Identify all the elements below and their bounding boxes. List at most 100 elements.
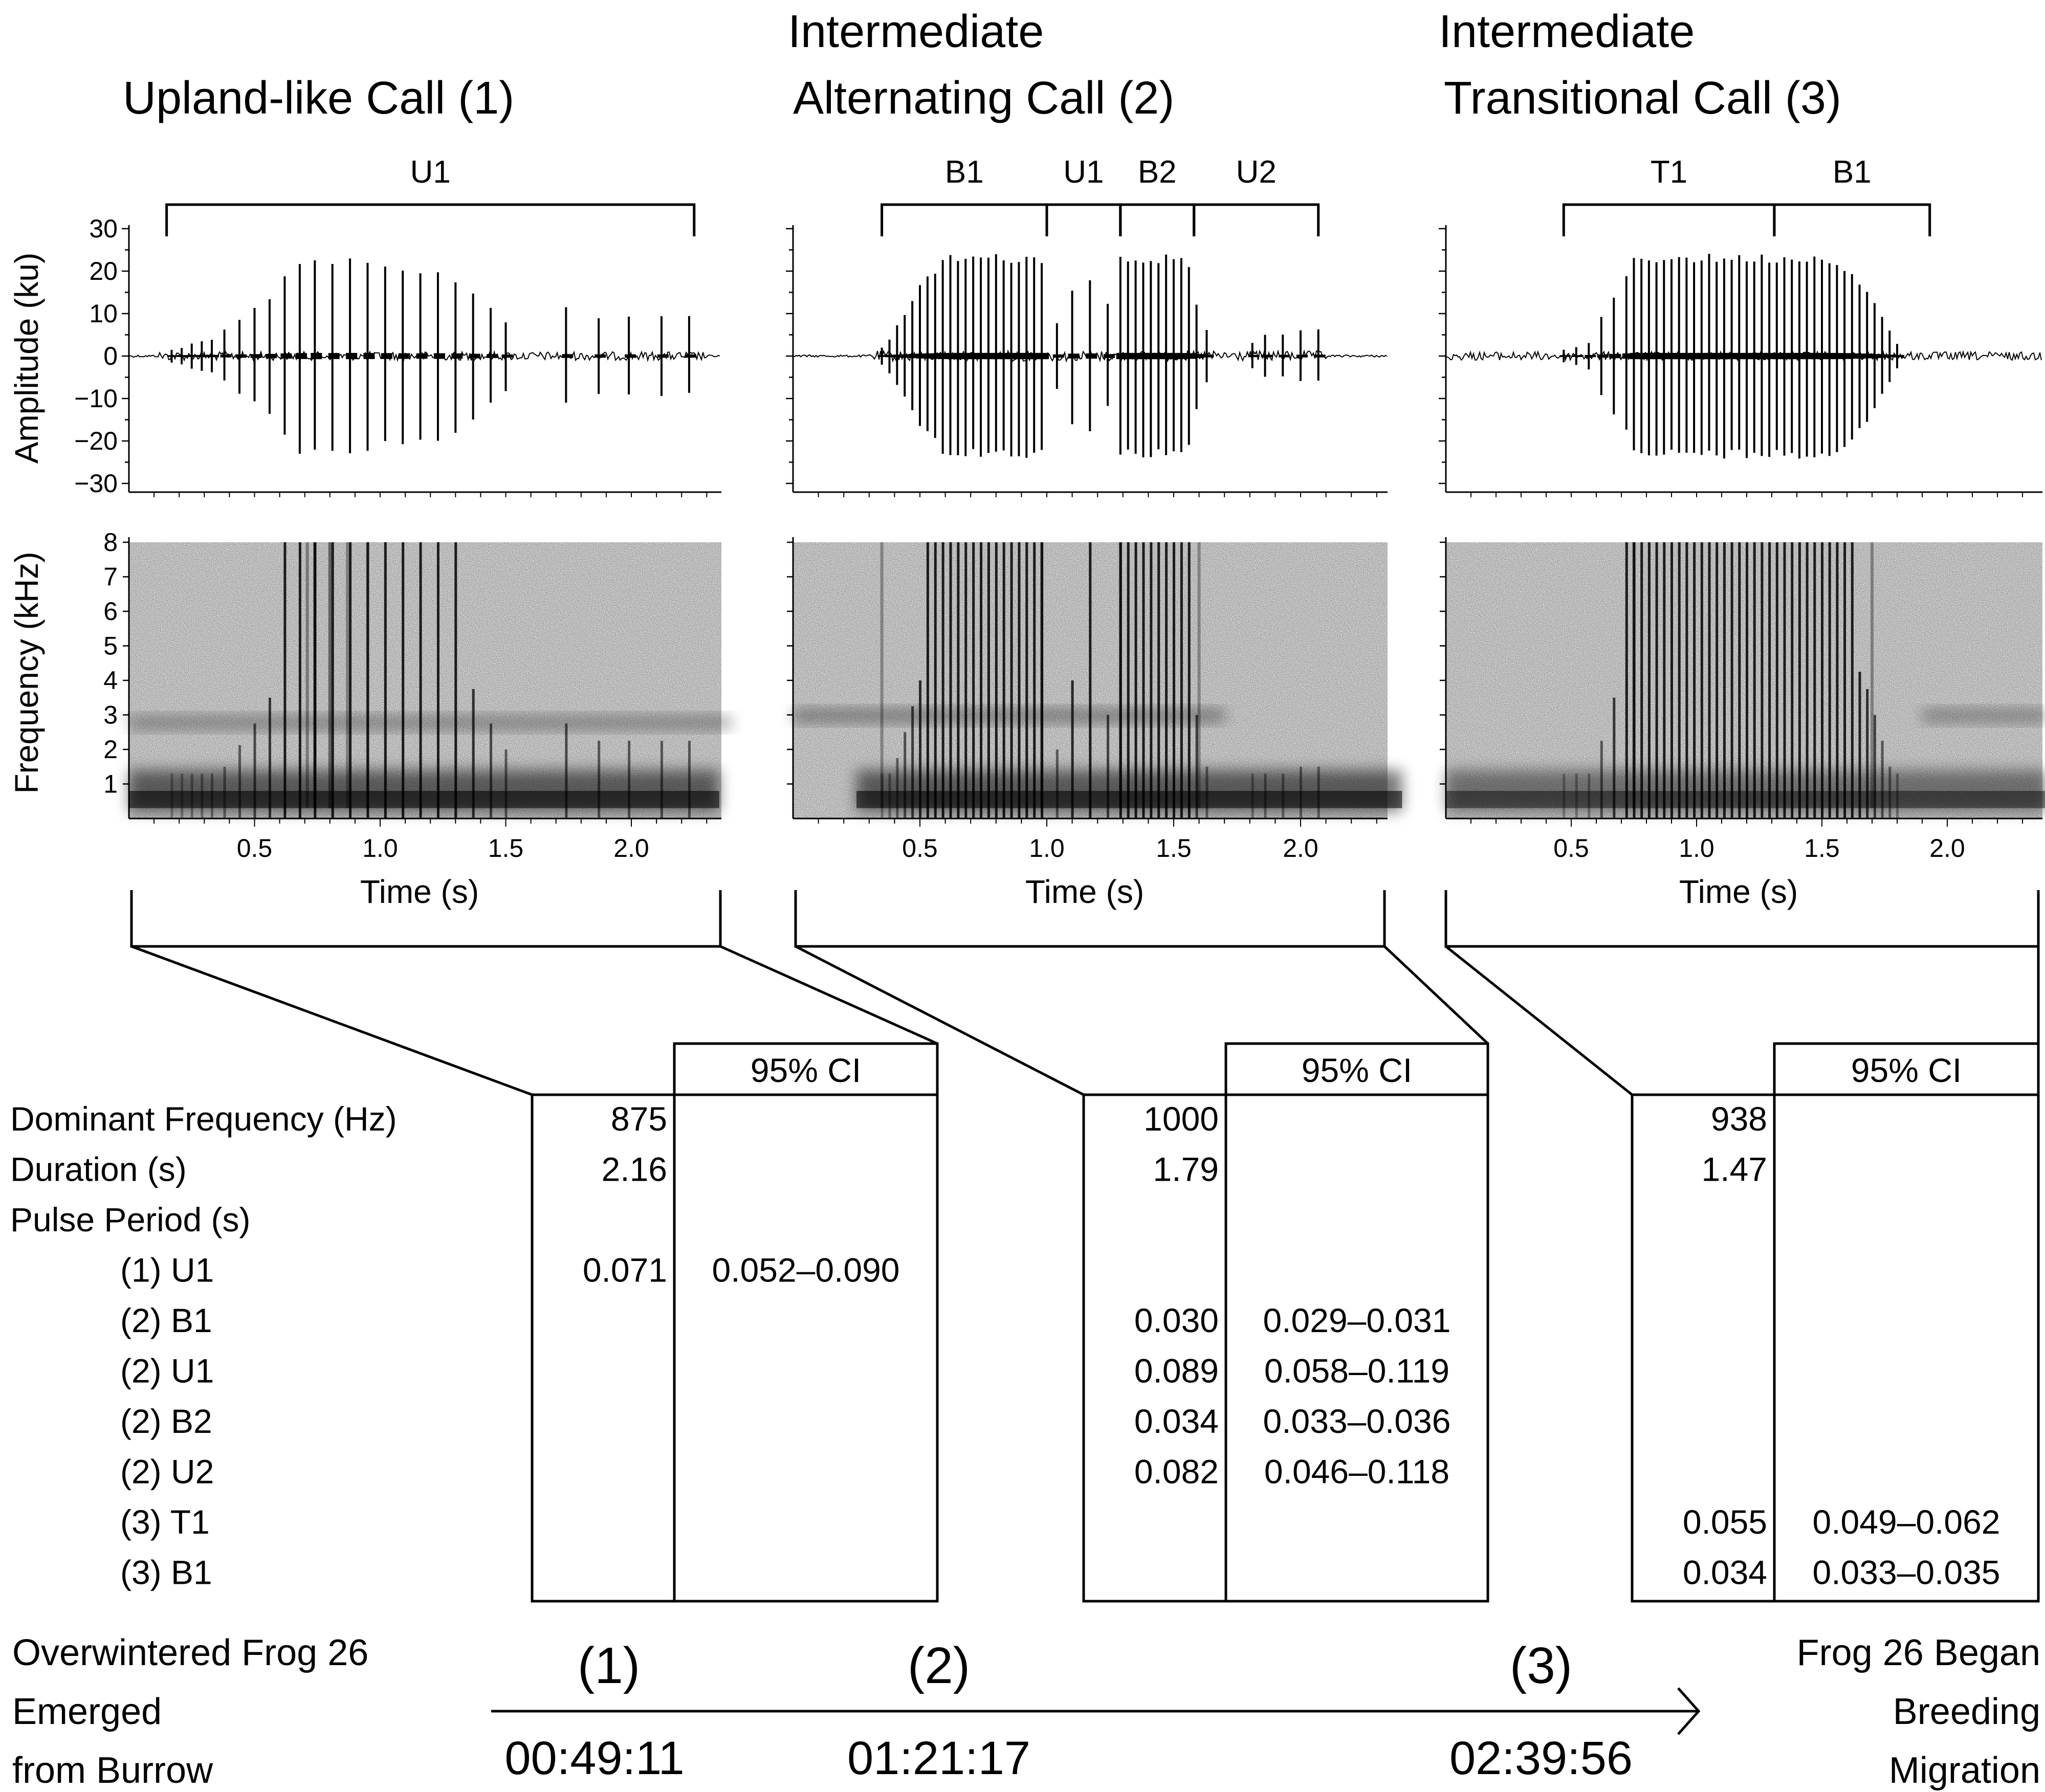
table-value: 1000: [1144, 1100, 1219, 1138]
spectrogram-pulse: [1251, 773, 1254, 818]
spectrogram-broadband-click: [1871, 542, 1874, 808]
table-value: 0.089: [1134, 1352, 1219, 1390]
stats-tables: 95% CI 875 2.16 0.071 0.052–0.090 95% CI 1000 1…: [531, 1042, 2040, 1603]
spectrogram-pulse: [1813, 542, 1816, 818]
spectrogram-broadband-click: [366, 542, 369, 808]
ci-header: 95% CI: [1302, 1051, 1412, 1089]
spectrogram-pulse: [1205, 766, 1208, 818]
table-row-labels: Dominant Frequency (Hz) Duration (s) Pulse…: [10, 1100, 397, 1591]
amplitude-tick-label: 0: [103, 342, 118, 370]
spectrogram-pulse: [1264, 773, 1267, 818]
table-ci-value: 0.046–0.118: [1264, 1453, 1449, 1491]
spectrogram-pulse: [454, 542, 457, 818]
amplitude-tick-label: −30: [74, 469, 118, 498]
spectrogram-mid-band: [129, 716, 732, 729]
table-frame: [1631, 1042, 2040, 1603]
spectrogram-pulse: [1678, 542, 1681, 818]
table-value: 938: [1711, 1100, 1767, 1138]
table-frame: [1082, 1042, 1489, 1603]
spectrogram-pulse: [211, 773, 214, 818]
spectrogram-pulse: [904, 732, 907, 818]
segment-label: B1: [1833, 154, 1872, 190]
row-label: Duration (s): [10, 1151, 187, 1188]
spectrogram-pulse: [1575, 773, 1578, 818]
spectrogram-pulse: [1300, 766, 1302, 818]
spectrogram-pulse: [1173, 542, 1175, 818]
segment-label: B2: [1138, 154, 1177, 190]
spectrogram-pulse: [1873, 715, 1876, 818]
spectrogram-pulse: [1806, 542, 1809, 818]
spectrogram-mid-band: [1922, 710, 2045, 722]
frequency-tick-label: 4: [103, 666, 118, 695]
spectrogram-pulse: [1025, 542, 1028, 818]
table-value: 2.16: [602, 1151, 667, 1188]
spectrogram-pulse: [1783, 542, 1786, 818]
spectrogram-pulse: [1563, 773, 1566, 818]
spectrogram-pulse: [1723, 542, 1726, 818]
spectrogram-pulse: [1836, 542, 1839, 818]
row-label: (3) B1: [120, 1554, 212, 1591]
table-ci-value: 0.052–0.090: [712, 1251, 899, 1289]
table-ci-value: 0.033–0.036: [1263, 1402, 1450, 1440]
spectrogram-pulse: [1134, 542, 1137, 818]
spectrogram-pulse: [1282, 773, 1285, 818]
spectrogram-pulse: [1010, 542, 1013, 818]
spectrogram-broadband-click: [1632, 542, 1636, 808]
time-tick-label: 1.5: [488, 834, 524, 862]
spectrogram-broadband-click: [1040, 542, 1044, 808]
spectrogram-pulse: [366, 542, 369, 818]
spectrogram-pulse: [1018, 542, 1021, 818]
table-value: 0.071: [583, 1251, 667, 1289]
spectrogram-pulse: [957, 542, 960, 818]
spectrogram-broadband-click: [1197, 542, 1201, 808]
timeline-start-line-1: Overwintered Frog 26: [12, 1632, 368, 1673]
spectrogram-pulse: [1188, 542, 1191, 818]
row-label: (2) B2: [120, 1402, 212, 1440]
spectrogram-pulse: [1647, 542, 1651, 818]
event-1-number: (1): [578, 1637, 640, 1694]
amplitude-tick-label: 30: [89, 214, 118, 243]
spectrogram-pulse: [268, 697, 271, 818]
spectrogram-pulse: [1613, 697, 1616, 818]
spectrogram-broadband-click: [880, 542, 884, 808]
row-label: (2) U2: [120, 1453, 214, 1491]
timeline-start-line-3: from Burrow: [12, 1750, 213, 1791]
table-value: 0.034: [1134, 1402, 1219, 1440]
time-tick-label: 2.0: [613, 834, 649, 862]
spectrogram-pulse: [1730, 542, 1733, 818]
spectrogram-pulse: [1107, 715, 1110, 818]
spectrogram-low-band-core: [129, 791, 719, 808]
spectrogram-pulse: [472, 689, 475, 818]
spectrogram-pulse: [628, 741, 631, 818]
panel-title-line-2: Transitional Call (3): [1444, 73, 1841, 124]
spectrogram-pulse: [980, 542, 983, 818]
spectrogram-pulse: [181, 773, 184, 818]
segment-bracket: [1119, 203, 1196, 236]
spectrogram-pulse: [419, 542, 422, 818]
segment-label: U1: [410, 154, 451, 190]
spectrogram-pulse: [1670, 542, 1673, 818]
spectrogram-pulse: [1708, 542, 1711, 818]
panel-upland-like-call: Upland-like Call (1) U1 30 20 10 0 −10 −20 −30 8…: [74, 73, 732, 862]
table-value: 0.034: [1683, 1554, 1767, 1591]
spectrogram-pulse: [565, 723, 568, 818]
spectrogram-pulse: [1775, 542, 1778, 818]
event-2-time: 01:21:17: [847, 1732, 1030, 1784]
segment-bracket: [1045, 203, 1122, 236]
spectrogram-pulse: [223, 766, 226, 818]
panel-intermediate-transitional-call: Intermediate Transitional Call (3) T1 B1 0…: [1439, 6, 2045, 862]
spectrogram-broadband-click: [1118, 542, 1122, 808]
event-3-number: (3): [1510, 1637, 1572, 1694]
spectrogram-pulse: [253, 723, 256, 818]
spectrogram-pulse: [1317, 766, 1320, 818]
spectrogram-pulse: [1753, 542, 1756, 818]
spectrogram-pulse: [1768, 542, 1771, 818]
spectrogram-pulse: [888, 773, 891, 818]
spectrogram-pulse: [1700, 542, 1703, 818]
segment-bracket: [1562, 203, 1776, 236]
spectrogram-broadband-click: [346, 542, 349, 808]
spectrogram-pulse: [1633, 542, 1636, 818]
table-ci-value: 0.029–0.031: [1263, 1301, 1450, 1339]
segment-label: T1: [1651, 154, 1687, 190]
segment-bracket: [1193, 203, 1320, 236]
